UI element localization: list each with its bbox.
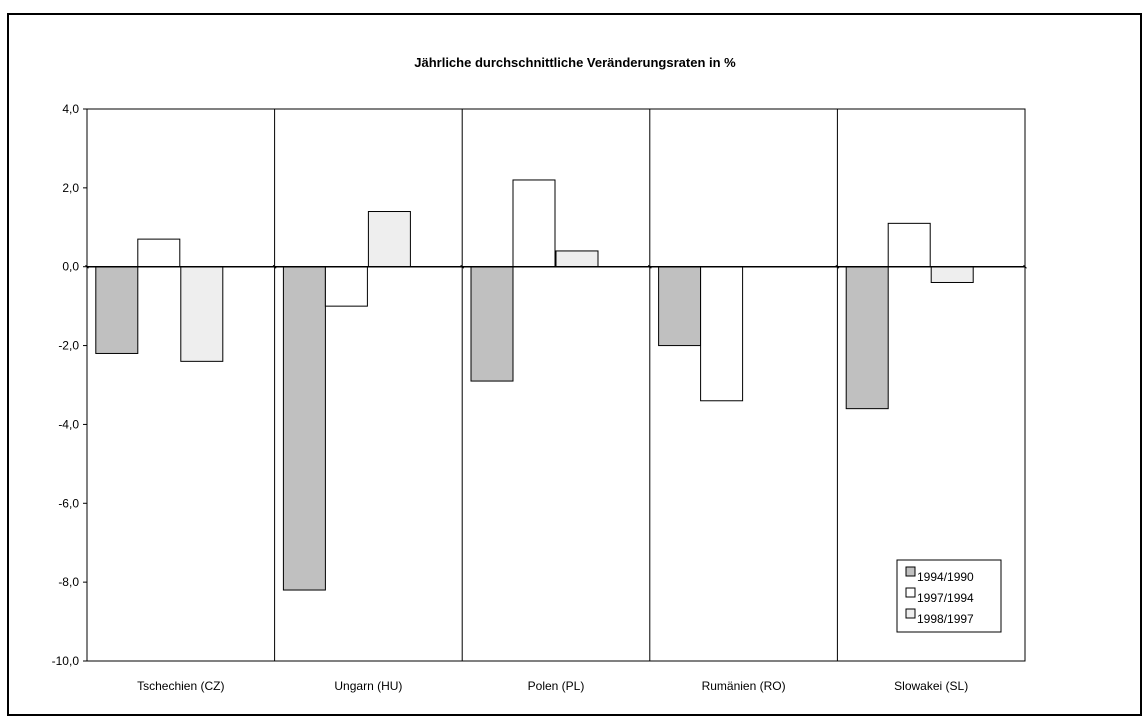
bar-1994-1990 xyxy=(470,266,514,382)
bar-1997-1994 xyxy=(324,266,368,307)
plot-border xyxy=(86,108,1026,662)
bar-1994-1990 xyxy=(658,266,702,347)
category-label: Rumänien (RO) xyxy=(702,679,786,693)
y-tick-label: -4,0 xyxy=(58,417,79,431)
axis-tick-mark xyxy=(85,264,89,269)
axis-tick-mark xyxy=(1023,264,1027,269)
bar-1998-1997 xyxy=(367,211,411,268)
y-tick-label: 4,0 xyxy=(62,102,79,116)
y-tick-label: 0,0 xyxy=(62,260,79,274)
axis-tick-mark xyxy=(272,264,277,269)
y-tick-label: -10,0 xyxy=(52,654,80,668)
bar-1998-1997 xyxy=(930,266,974,283)
bar-1998-1997 xyxy=(555,250,599,268)
bar-1994-1990 xyxy=(95,266,139,354)
y-tick-label: -8,0 xyxy=(58,575,79,589)
category-label: Slowakei (SL) xyxy=(894,679,968,693)
plot-area: 4,0 2,0 0,0 -2,0 -4,0 -6,0 -8,0 -10,0 Tschechien… xyxy=(52,102,1027,693)
axis-tick-mark xyxy=(835,264,840,269)
y-tick-label: -6,0 xyxy=(58,496,79,510)
axis-tick-mark xyxy=(460,264,465,269)
category-label: Tschechien (CZ) xyxy=(137,679,224,693)
y-tick-label: -2,0 xyxy=(58,339,79,353)
bar-1997-1994 xyxy=(700,266,744,402)
legend-label: 1998/1997 xyxy=(917,612,974,626)
category-label: Ungarn (HU) xyxy=(334,679,402,693)
y-tick-label: 2,0 xyxy=(62,181,79,195)
category-label: Polen (PL) xyxy=(528,679,585,693)
bar-1998-1997 xyxy=(180,266,224,362)
legend-label: 1994/1990 xyxy=(917,570,974,584)
bar-1994-1990 xyxy=(282,266,326,591)
bar-1997-1994 xyxy=(137,238,181,268)
legend-swatch xyxy=(905,566,916,577)
bar-chart: Jährliche durchschnittliche Veränderungs… xyxy=(52,55,1027,693)
bar-1997-1994 xyxy=(887,222,931,268)
legend-swatch xyxy=(905,608,916,619)
bar-1997-1994 xyxy=(512,179,556,268)
chart-title: Jährliche durchschnittliche Veränderungs… xyxy=(414,55,736,70)
axis-tick-mark xyxy=(647,264,652,269)
chart-frame: Jährliche durchschnittliche Veränderungs… xyxy=(7,13,1142,716)
bar-1994-1990 xyxy=(845,266,889,410)
legend-label: 1997/1994 xyxy=(917,591,974,605)
legend-swatch xyxy=(905,587,916,598)
